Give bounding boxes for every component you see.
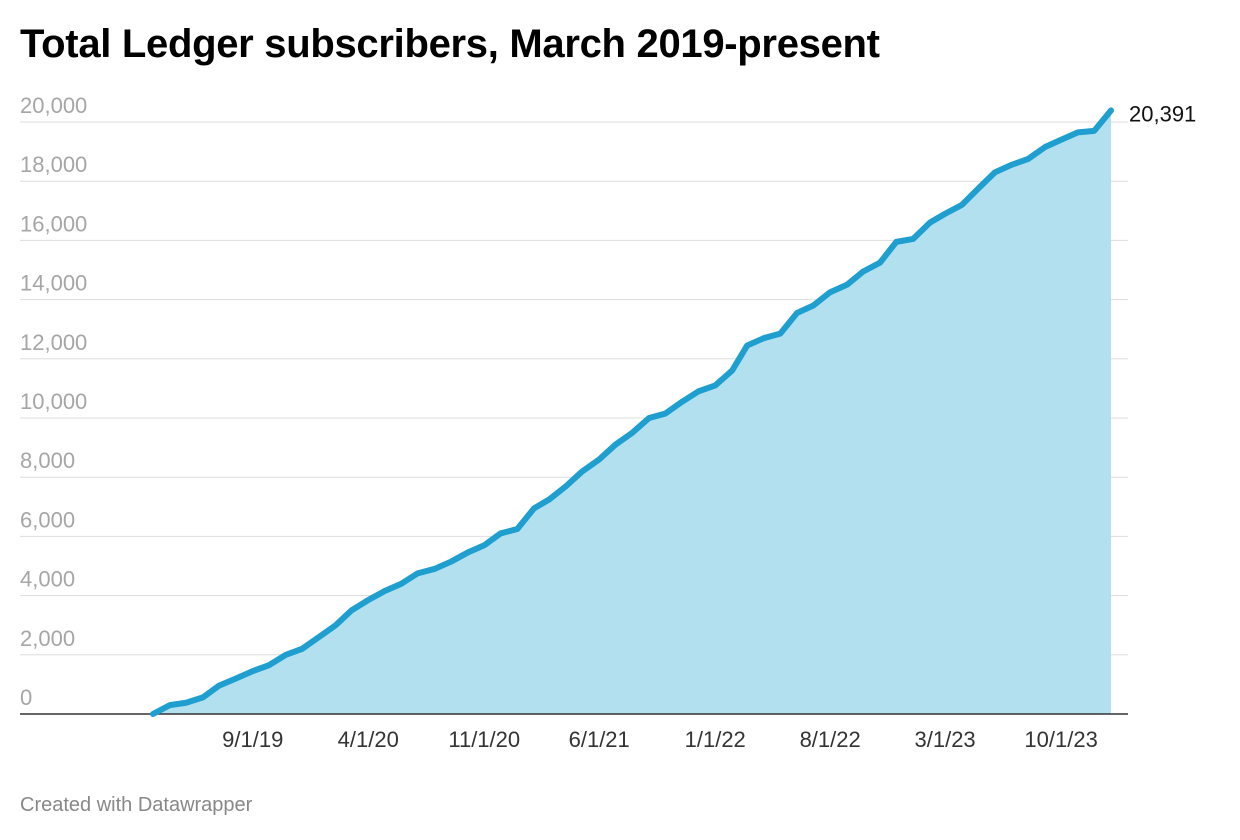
y-tick-label: 16,000 — [20, 211, 87, 236]
x-tick-label: 10/1/23 — [1024, 727, 1097, 752]
y-tick-label: 14,000 — [20, 271, 87, 296]
y-tick-label: 0 — [20, 685, 32, 710]
x-tick-label: 3/1/23 — [915, 727, 976, 752]
x-tick-label: 9/1/19 — [222, 727, 283, 752]
y-tick-label: 18,000 — [20, 152, 87, 177]
x-tick-label: 6/1/21 — [569, 727, 630, 752]
area-fill — [153, 110, 1111, 715]
y-tick-label: 20,000 — [20, 93, 87, 118]
y-tick-label: 10,000 — [20, 389, 87, 414]
y-tick-label: 12,000 — [20, 330, 87, 355]
y-tick-label: 4,000 — [20, 567, 75, 592]
y-tick-label: 8,000 — [20, 448, 75, 473]
x-tick-label: 4/1/20 — [338, 727, 399, 752]
series-line-layer — [150, 107, 1114, 717]
x-tick-label: 8/1/22 — [800, 727, 861, 752]
y-tick-label: 2,000 — [20, 626, 75, 651]
x-tick-label: 11/1/20 — [448, 727, 520, 752]
end-value-label: 20,391 — [1129, 101, 1196, 126]
y-axis-tick-labels: 0 2,000 4,000 6,000 8,000 10,000 12,000 14,000 1… — [20, 93, 87, 710]
area-fill-layer — [153, 110, 1111, 715]
end-label-layer: 20,391 — [1129, 101, 1196, 126]
x-axis-tick-labels: 9/1/19 4/1/20 11/1/20 6/1/21 1/1/22 8/1/22 3/1… — [222, 727, 1098, 752]
footer-credit: Created with Datawrapper — [20, 794, 253, 816]
x-tick-label: 1/1/22 — [685, 727, 746, 752]
chart-title: Total Ledger subscribers, March 2019-pre… — [20, 22, 880, 66]
y-tick-label: 6,000 — [20, 507, 75, 532]
